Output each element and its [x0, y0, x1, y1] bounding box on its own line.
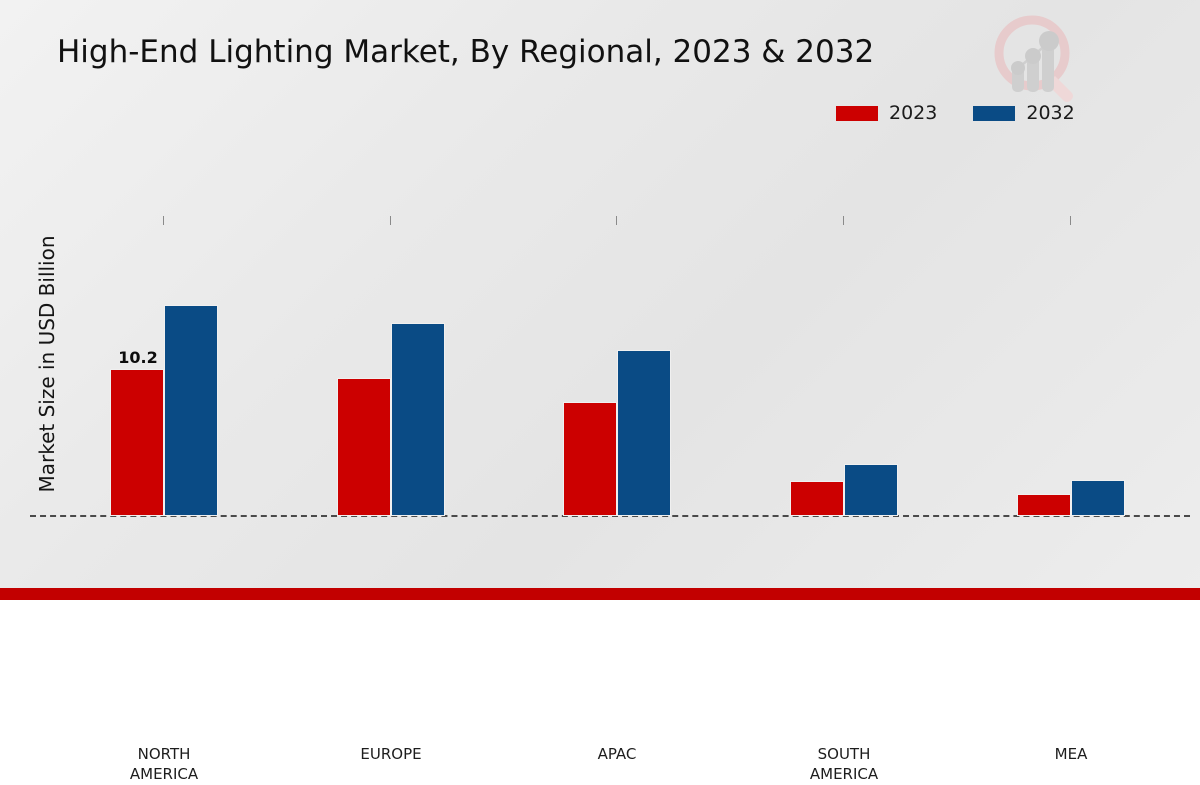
bar-2032-north-america[interactable]: [164, 305, 218, 516]
x-tick-apac: [616, 216, 617, 225]
legend-item-2023[interactable]: 2023: [836, 104, 937, 123]
x-label-south-america: SOUTH AMERICA: [762, 744, 926, 785]
legend-label-2023: 2023: [889, 102, 938, 124]
x-label-south-america-line1: SOUTH: [817, 745, 871, 763]
bar-2032-mea[interactable]: [1071, 480, 1125, 516]
bar-2032-apac[interactable]: [617, 350, 671, 516]
x-label-mea-line1: MEA: [1054, 745, 1088, 763]
x-tick-mea: [1070, 216, 1071, 225]
x-tick-north-america: [163, 216, 164, 225]
bar-2023-north-america[interactable]: 10.2: [110, 348, 164, 516]
x-label-europe-line1: EUROPE: [360, 745, 422, 763]
x-label-north-america-line1: NORTH: [137, 745, 191, 763]
x-axis-baseline: [30, 515, 1190, 517]
x-tick-europe: [390, 216, 391, 225]
bar-value-label-2023-north-america: 10.2: [118, 348, 158, 367]
legend-swatch-2023: [836, 106, 878, 121]
plot-area: 10.2 NORTH AMERICA EUROPE: [30, 216, 1190, 783]
footer-accent-bar: [0, 588, 1200, 600]
x-tick-south-america: [843, 216, 844, 225]
bar-2032-europe[interactable]: [391, 323, 445, 516]
bar-2023-apac[interactable]: [563, 402, 617, 516]
legend-item-2032[interactable]: 2032: [973, 102, 1075, 124]
bar-2023-mea[interactable]: [1017, 494, 1071, 516]
x-label-europe: EUROPE: [309, 744, 473, 764]
chart-legend: 2023 2032: [836, 104, 1075, 123]
bar-2023-south-america[interactable]: [790, 481, 844, 516]
x-label-south-america-line2: AMERICA: [809, 765, 879, 784]
x-label-apac: APAC: [535, 744, 699, 764]
x-label-north-america-line2: AMERICA: [129, 765, 199, 784]
x-label-mea: MEA: [989, 744, 1153, 764]
x-label-north-america: NORTH AMERICA: [82, 744, 246, 785]
chart-title: High-End Lighting Market, By Regional, 2…: [57, 34, 875, 70]
x-label-apac-line1: APAC: [597, 745, 637, 763]
bar-2023-europe[interactable]: [337, 378, 391, 516]
bar-2032-south-america[interactable]: [844, 464, 898, 516]
legend-label-2032: 2032: [1026, 102, 1075, 124]
legend-swatch-2032: [973, 106, 1016, 121]
